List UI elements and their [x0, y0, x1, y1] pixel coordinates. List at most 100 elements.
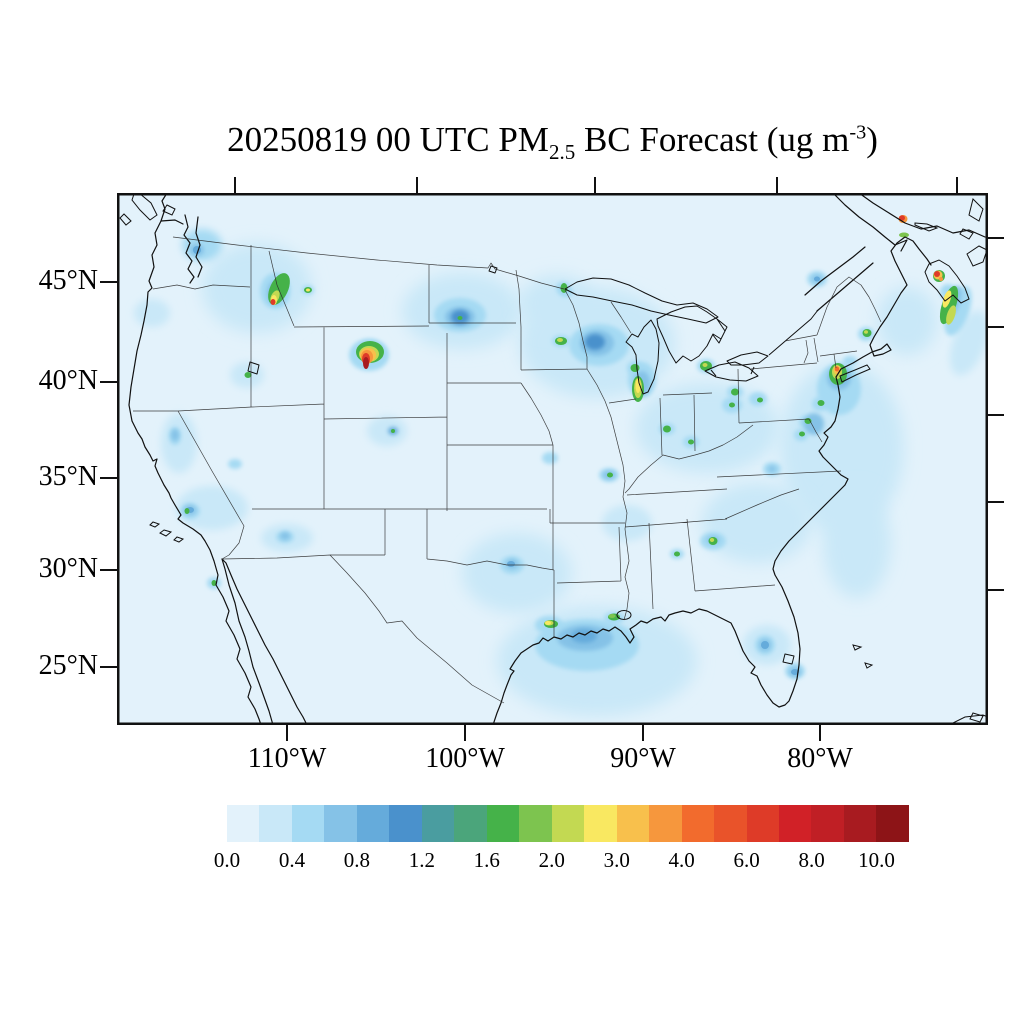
concentration-blob: [804, 413, 824, 435]
concentration-blob: [674, 551, 680, 557]
concentration-blob: [864, 330, 868, 334]
colorbar-label: 4.0: [668, 848, 695, 872]
northeast-islands: [959, 198, 984, 240]
right-axis-tick: [988, 237, 1004, 239]
lake-connectors: [710, 309, 819, 377]
colorbar-label: 6.0: [733, 848, 760, 872]
x-axis-tick: [819, 725, 821, 741]
colorbar-segment: [843, 805, 877, 842]
gulf-of-california-coastline: [221, 558, 308, 725]
x-axis-tick: [642, 725, 644, 741]
nova-scotia: [924, 245, 988, 304]
title-text-end: ): [866, 120, 878, 159]
concentration-blob: [791, 669, 799, 675]
title-subscript: 2.5: [548, 140, 576, 164]
y-axis-tick: [100, 569, 117, 571]
top-axis-tick: [594, 177, 596, 193]
prince-edward-island: [914, 222, 939, 232]
colorbar-segment: [421, 805, 455, 842]
concentration-blob: [702, 483, 812, 563]
concentration-blob: [171, 429, 179, 441]
colorbar-label: 1.2: [408, 848, 435, 872]
mexico-border: [221, 554, 505, 704]
concentration-blob: [607, 472, 613, 478]
top-axis-tick: [776, 177, 778, 193]
concentration-blob: [176, 486, 248, 530]
state-borders: [133, 245, 842, 638]
title-text: 20250819 00 UTC PM: [227, 120, 549, 159]
x-axis-label: 90°W: [610, 743, 676, 774]
colorbar-segment: [811, 805, 844, 842]
colorbar-label: 0.4: [278, 848, 306, 872]
colorbar-segment: [876, 805, 909, 842]
concentration-blob: [761, 641, 769, 649]
map-frame: [117, 193, 988, 725]
concentration-blob: [663, 425, 671, 433]
concentration-blob: [202, 243, 312, 333]
colorbar-segment: [486, 805, 520, 842]
title-superscript: -3: [849, 121, 867, 144]
concentration-blob: [757, 397, 763, 403]
right-axis-tick: [988, 589, 1004, 591]
colorbar-segment: [227, 805, 260, 842]
concentration-blob: [560, 283, 568, 293]
x-axis-label: 80°W: [787, 743, 853, 774]
lake-michigan: [625, 319, 660, 395]
concentration-blob: [939, 277, 943, 281]
concentration-blob: [228, 459, 242, 469]
small-lakes: [247, 265, 795, 665]
concentration-blob: [635, 383, 779, 473]
lake-superior: [564, 277, 719, 324]
colorbar-segment: [714, 805, 747, 842]
map-canvas: [117, 193, 988, 725]
concentration-blob: [823, 488, 891, 598]
puget-sound-lines: [160, 214, 203, 284]
top-axis-tick: [416, 177, 418, 193]
colorbar-label: 10.0: [858, 848, 895, 872]
x-axis-tick: [286, 725, 288, 741]
concentration-blob: [545, 621, 551, 625]
concentration-blob: [799, 431, 805, 437]
concentration-blob: [630, 364, 640, 372]
concentration-blob: [946, 305, 956, 325]
colorbar-segment: [616, 805, 650, 842]
concentration-blob: [934, 271, 940, 277]
colorbar-segment: [551, 805, 585, 842]
concentration-blob: [244, 372, 252, 378]
colorbar-segment: [259, 805, 292, 842]
concentration-blob: [843, 356, 857, 366]
forecast-map: [117, 193, 988, 725]
gulf-atlantic-coastline: [492, 236, 932, 725]
concentration-blob: [557, 338, 563, 342]
long-island: [839, 364, 871, 383]
colorbar-label: 0.0: [213, 848, 241, 872]
lake-huron: [656, 305, 728, 364]
y-axis-tick: [100, 477, 117, 479]
y-axis-tick: [100, 381, 117, 383]
right-axis-tick: [988, 414, 1004, 416]
title-text-mid: BC Forecast (ug m: [575, 120, 850, 159]
concentration-blob: [367, 416, 407, 446]
colorbar-label: 0.8: [343, 848, 371, 872]
concentration-blob: [519, 275, 595, 331]
concentration-blob: [507, 561, 515, 567]
concentration-blob: [184, 508, 190, 514]
concentration-blob: [457, 316, 463, 320]
concentration-blob: [768, 466, 776, 472]
y-axis-label: 35°N: [38, 461, 98, 492]
colorbar-segment: [778, 805, 812, 842]
colorbar-label: 3.0: [603, 848, 630, 872]
colorbar-segment: [681, 805, 715, 842]
y-axis-label: 45°N: [38, 265, 98, 296]
concentration-blob: [814, 276, 820, 282]
concentration-blob: [571, 629, 597, 643]
concentration-blob: [731, 388, 739, 396]
concentration-blob: [834, 366, 840, 372]
concentration-blob: [270, 299, 276, 305]
canada-border: [172, 236, 882, 369]
x-axis-tick: [464, 725, 466, 741]
lake-erie: [704, 361, 759, 382]
concentration-blob: [608, 614, 616, 618]
concentration-blob: [944, 286, 972, 336]
colorbar-segment: [746, 805, 779, 842]
